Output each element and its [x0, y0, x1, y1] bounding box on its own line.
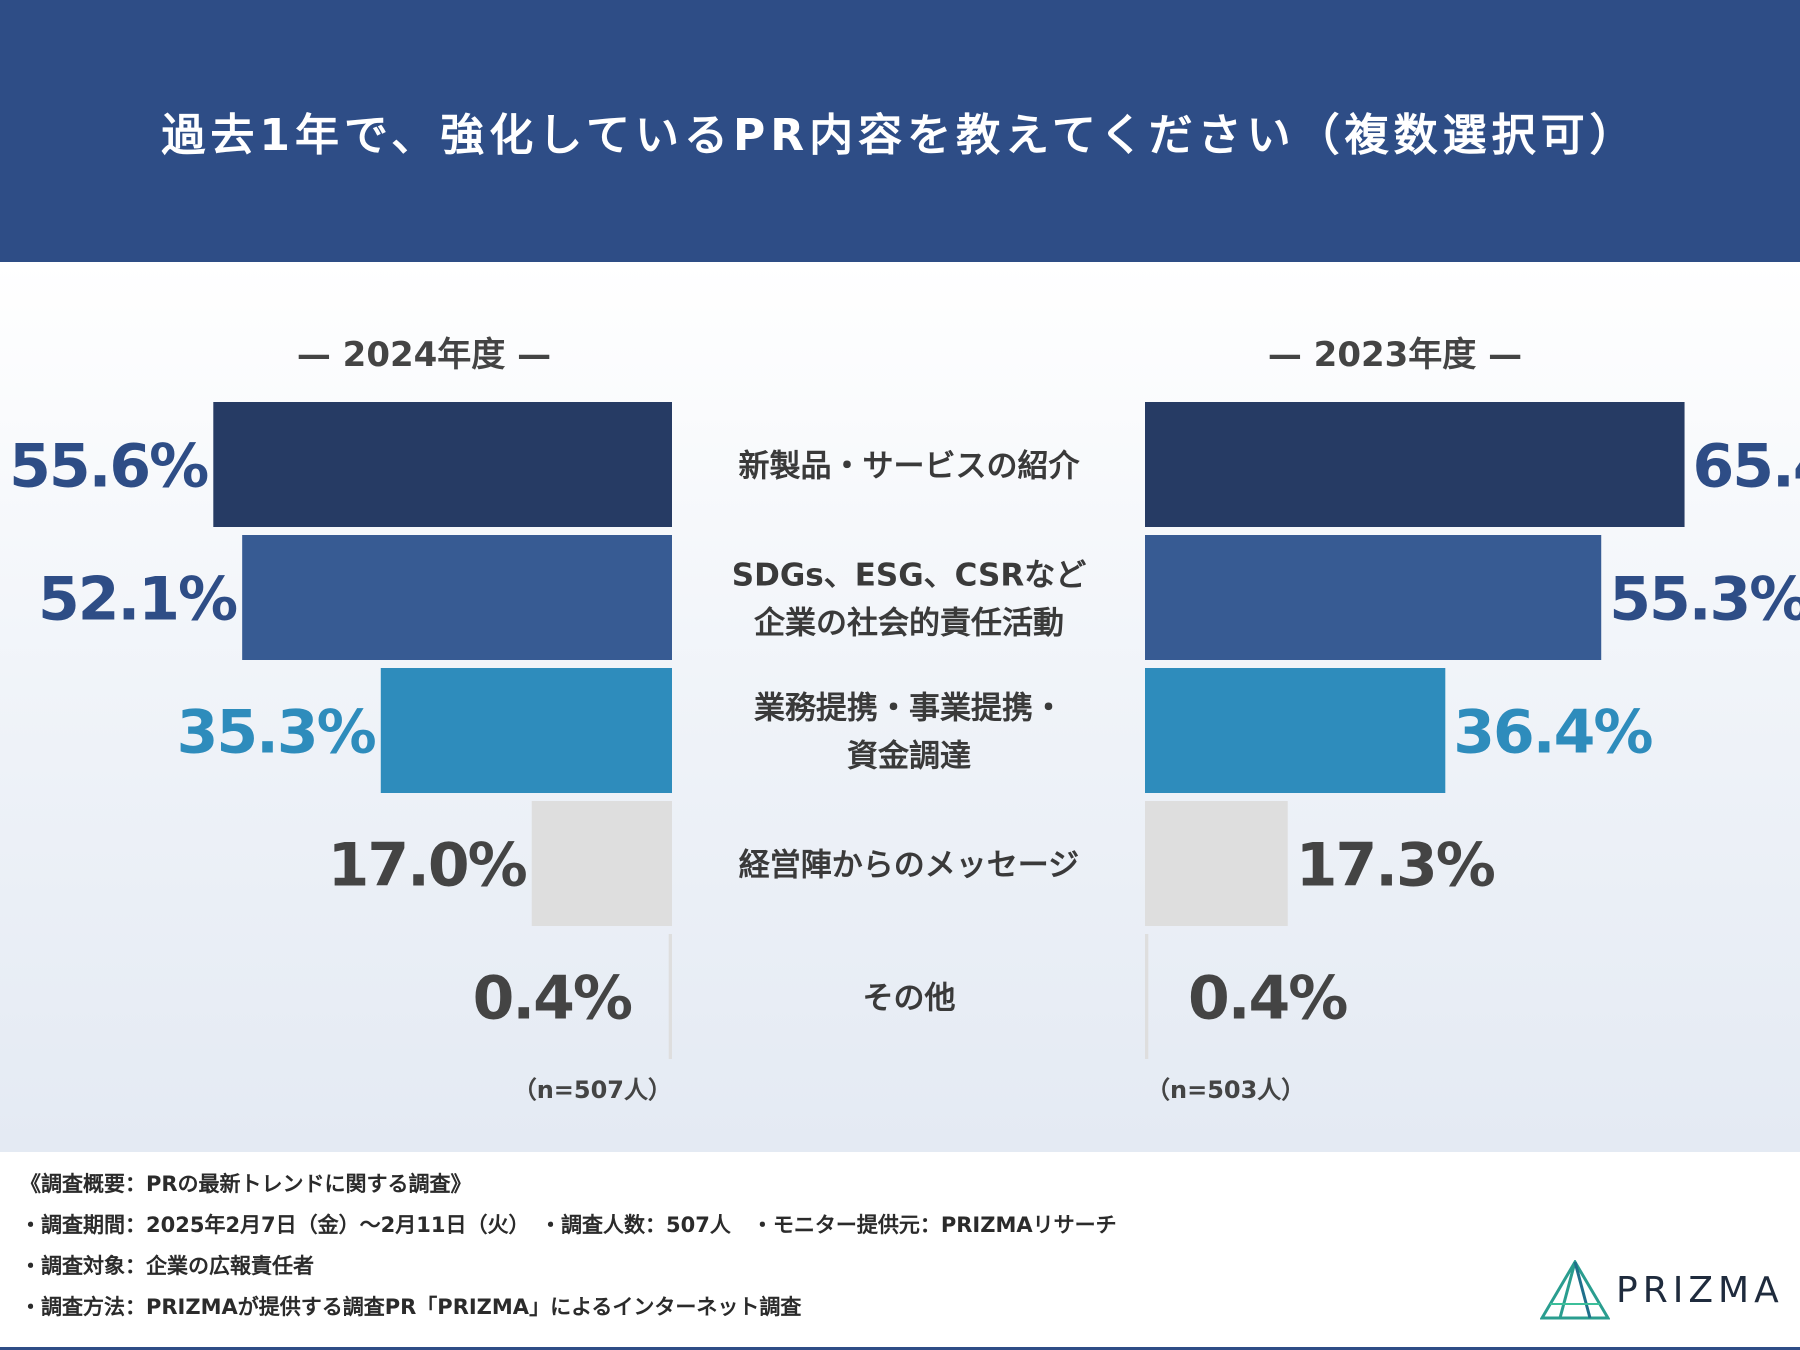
category-label-2-1: 資金調達: [847, 739, 971, 775]
bar-2023-0: [1145, 402, 1685, 527]
category-label-2-0: 業務提携・事業提携・: [754, 691, 1064, 727]
survey-method-line: ・調査方法：PRIZMAが提供する調査PR「PRIZMA」によるインターネット調…: [20, 1295, 802, 1319]
chart-title: 過去1年で、強化しているPR内容を教えてください（複数選択可）: [161, 110, 1639, 161]
bar-2023-2: [1145, 668, 1446, 793]
chart-area: — 2024年度 — — 2023年度 — 55.6% 65.4% 新製品・サービスの紹…: [0, 262, 1800, 1152]
bar-2024-0: [213, 402, 673, 527]
bar-2024-3: [531, 801, 672, 926]
category-label-1-0: SDGs、ESG、CSRなど: [732, 558, 1086, 594]
value-label-2024-4: 0.4%: [473, 964, 632, 1034]
series-header-2024年度: — 2024年度 —: [297, 335, 551, 375]
bar-2024-2: [380, 668, 672, 793]
category-label-3-0: 経営陣からのメッセージ: [739, 848, 1079, 884]
survey-period-line: ・調査期間：2025年2月7日（金）〜2月11日（火） ・調査人数：507人 ・…: [20, 1213, 1117, 1237]
bar-2024-4: [668, 934, 672, 1059]
title-banner: 過去1年で、強化しているPR内容を教えてください（複数選択可）: [0, 0, 1800, 262]
survey-summary-heading: 《調査概要：PRの最新トレンドに関する調査》: [20, 1172, 472, 1196]
value-label-2023-2: 36.4%: [1453, 698, 1652, 768]
bar-2023-4: [1145, 934, 1149, 1059]
value-label-2023-3: 17.3%: [1296, 831, 1495, 901]
bar-2023-1: [1145, 535, 1602, 660]
sample-size-2024: （n=507人）: [513, 1076, 672, 1104]
value-label-2024-1: 52.1%: [38, 565, 237, 635]
survey-target-line: ・調査対象：企業の広報責任者: [20, 1254, 314, 1278]
category-label-4-0: その他: [863, 981, 956, 1017]
value-label-2024-0: 55.6%: [9, 432, 208, 502]
bar-2023-3: [1145, 801, 1288, 926]
value-label-2023-1: 55.3%: [1609, 565, 1800, 635]
sample-size-2023: （n=503人）: [1146, 1076, 1305, 1104]
bar-chart: — 2024年度 — — 2023年度 — 55.6% 65.4% 新製品・サービスの紹…: [9, 335, 1800, 1104]
value-label-2024-3: 17.0%: [328, 831, 527, 901]
footer-rule: [0, 1347, 1800, 1350]
prizma-logo-icon: [1540, 1260, 1610, 1320]
bar-2024-1: [242, 535, 673, 660]
survey-footer: 《調査概要：PRの最新トレンドに関する調査》 ・調査期間：2025年2月7日（金…: [0, 1152, 1800, 1350]
category-label-1-1: 企業の社会的責任活動: [754, 606, 1064, 642]
prizma-logo-text: PRIZMA: [1616, 1270, 1784, 1311]
value-label-2024-2: 35.3%: [177, 698, 376, 768]
prizma-logo: PRIZMA: [1540, 1260, 1780, 1324]
series-header-2023年度: — 2023年度 —: [1268, 335, 1522, 375]
value-label-2023-4: 0.4%: [1188, 964, 1347, 1034]
category-label-0-0: 新製品・サービスの紹介: [739, 449, 1081, 485]
value-label-2023-0: 65.4%: [1693, 432, 1800, 502]
